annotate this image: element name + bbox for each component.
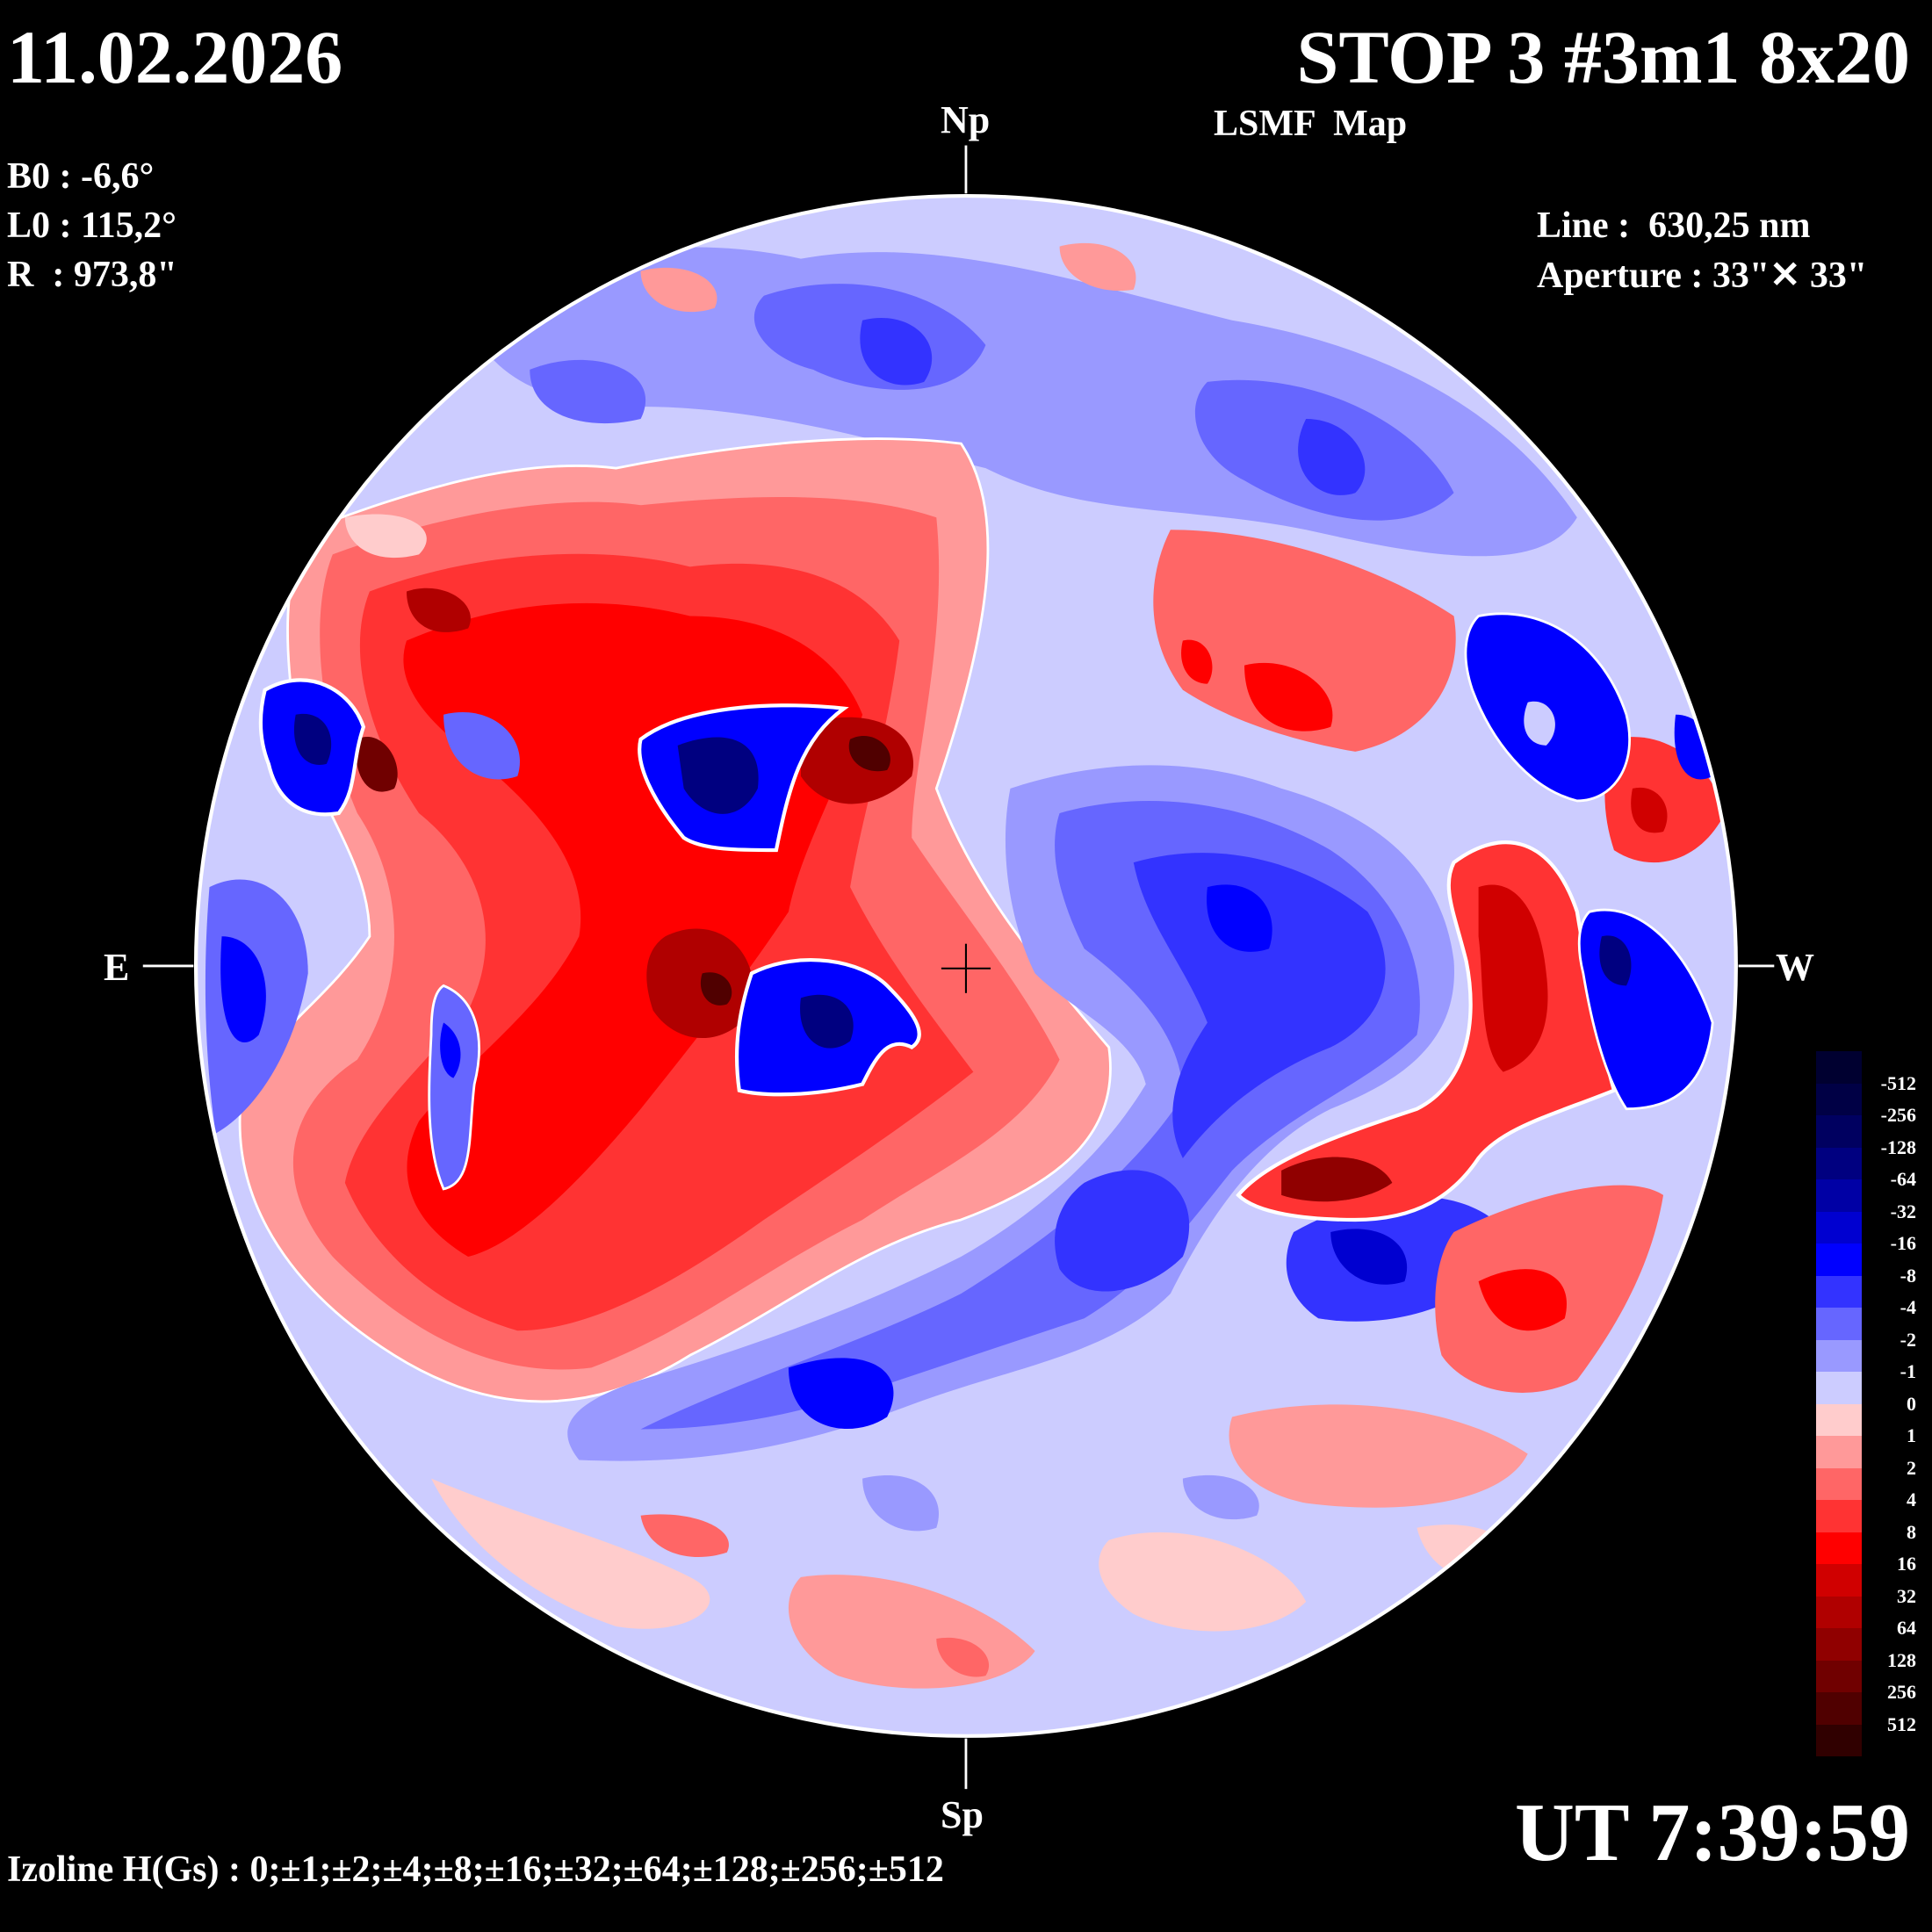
negative-field-west xyxy=(1464,612,1714,1111)
legend-label: 32 xyxy=(1897,1584,1916,1607)
west-label: W xyxy=(1776,946,1814,989)
axis-ticks xyxy=(142,145,1775,1790)
legend-band xyxy=(1816,1660,1862,1692)
legend-band xyxy=(1816,1564,1862,1597)
legend-label: -16 xyxy=(1890,1232,1916,1254)
legend-label: -64 xyxy=(1890,1168,1916,1190)
b0-value: B0 : -6,6° xyxy=(7,156,155,197)
north-label: Np xyxy=(941,98,991,141)
legend-label: -256 xyxy=(1880,1104,1916,1126)
legend-label: -128 xyxy=(1880,1135,1916,1158)
radius-value: R : 973,8" xyxy=(7,255,177,295)
negative-islands xyxy=(205,678,921,1191)
legend-band xyxy=(1816,1147,1862,1179)
legend-band xyxy=(1816,1436,1862,1468)
east-label: E xyxy=(104,946,130,989)
legend-band xyxy=(1816,1724,1862,1756)
legend-band xyxy=(1816,1179,1862,1212)
legend-band xyxy=(1816,1628,1862,1661)
legend-band xyxy=(1816,1051,1862,1084)
l0-value: L0 : 115,2° xyxy=(7,205,177,246)
observation-date: 11.02.2026 xyxy=(7,15,343,99)
legend-band xyxy=(1816,1339,1862,1372)
legend-label: 2 xyxy=(1907,1456,1916,1479)
legend-label: -32 xyxy=(1890,1200,1916,1222)
legend-band xyxy=(1816,1500,1862,1532)
center-crosshair-icon xyxy=(941,943,991,993)
legend-label: 1 xyxy=(1907,1424,1916,1446)
legend-label: 4 xyxy=(1907,1489,1916,1510)
mixed-field-south xyxy=(344,242,1528,1689)
legend-label: 128 xyxy=(1887,1648,1916,1671)
legend-label: -1 xyxy=(1900,1360,1916,1382)
map-title: STOP 3 #3m1 8x20 xyxy=(1296,15,1910,99)
aperture-value: Aperture : 33"✕ 33" xyxy=(1537,256,1868,296)
legend-label: -512 xyxy=(1880,1071,1916,1094)
legend-band xyxy=(1816,1372,1862,1404)
spectral-line: Line : 630,25 nm xyxy=(1537,205,1811,246)
color-scale-legend xyxy=(1816,1051,1862,1756)
legend-band xyxy=(1816,1115,1862,1148)
legend-label: 512 xyxy=(1887,1712,1916,1735)
legend-band xyxy=(1816,1596,1862,1628)
south-label: Sp xyxy=(941,1793,984,1836)
legend-band xyxy=(1816,1467,1862,1500)
negative-field-north xyxy=(468,247,1577,557)
isoline-levels: Izoline H(Gs) : 0;±1;±2;±4;±8;±16;±32;±6… xyxy=(7,1849,944,1890)
legend-label: 8 xyxy=(1907,1520,1916,1543)
legend-band xyxy=(1816,1403,1862,1436)
legend-label: 0 xyxy=(1907,1392,1916,1415)
legend-band xyxy=(1816,1532,1862,1564)
legend-label: -2 xyxy=(1900,1328,1916,1351)
legend-label: 256 xyxy=(1887,1681,1916,1703)
legend-band xyxy=(1816,1692,1862,1725)
legend-label: -8 xyxy=(1900,1264,1916,1287)
ut-time: UT 7:39:59 xyxy=(1515,1787,1910,1878)
legend-label: -4 xyxy=(1900,1296,1916,1318)
legend-band xyxy=(1816,1244,1862,1276)
legend-band xyxy=(1816,1211,1862,1244)
legend-label: 64 xyxy=(1897,1617,1916,1639)
legend-band xyxy=(1816,1083,1862,1115)
map-subtitle: LSMF Map xyxy=(1214,104,1408,144)
legend-band xyxy=(1816,1308,1862,1340)
legend-label: 16 xyxy=(1897,1553,1916,1575)
legend-band xyxy=(1816,1275,1862,1308)
